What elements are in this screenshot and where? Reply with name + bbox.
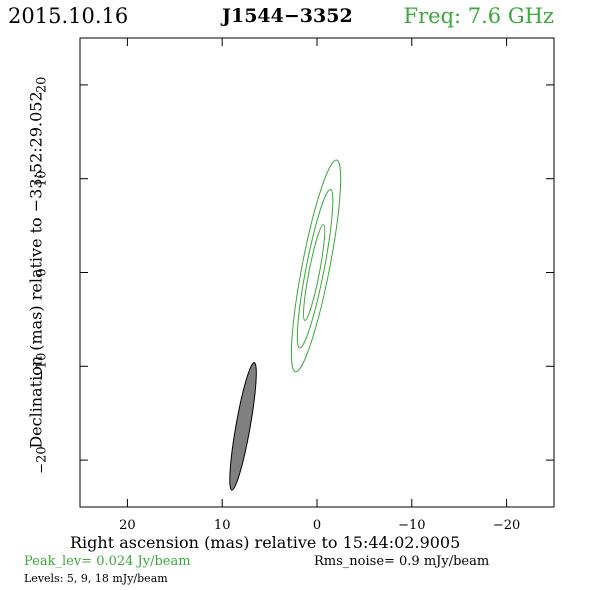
plot-frame	[79, 37, 555, 508]
x-tick-label: 20	[119, 518, 136, 533]
contour-levels: Levels: 5, 9, 18 mJy/beam	[24, 572, 168, 585]
y-tick-label: −20	[35, 446, 50, 473]
rms-noise: Rms_noise= 0.9 mJy/beam	[314, 554, 490, 569]
x-tick-label: 0	[313, 518, 321, 533]
observation-date: 2015.10.16	[8, 4, 129, 28]
source-contours	[290, 159, 342, 373]
x-axis-label: Right ascension (mas) relative to 15:44:…	[70, 533, 461, 552]
y-axis-label: Declination (mas) relative to −33:52:29.…	[26, 91, 46, 449]
y-tick-label: 10	[35, 170, 50, 187]
contour-line	[290, 159, 342, 373]
y-tick-label: 0	[35, 268, 50, 276]
x-tick-label: −10	[398, 518, 425, 533]
x-tick-label: −20	[493, 518, 520, 533]
axis-ticks: 20 10 0 −10 −20 20 10 0 −10 −20	[35, 38, 554, 533]
y-tick-label: −10	[35, 353, 50, 380]
x-tick-label: 10	[214, 518, 231, 533]
contour-line	[303, 224, 326, 321]
beam-ellipse	[229, 362, 257, 491]
y-tick-label: 20	[35, 77, 50, 94]
frequency-label: Freq: 7.6 GHz	[403, 4, 554, 28]
peak-level: Peak_lev= 0.024 Jy/beam	[24, 554, 191, 569]
beam-ellipse-group	[229, 362, 257, 491]
contour-line	[296, 189, 334, 349]
source-name: J1544−3352	[222, 5, 353, 27]
